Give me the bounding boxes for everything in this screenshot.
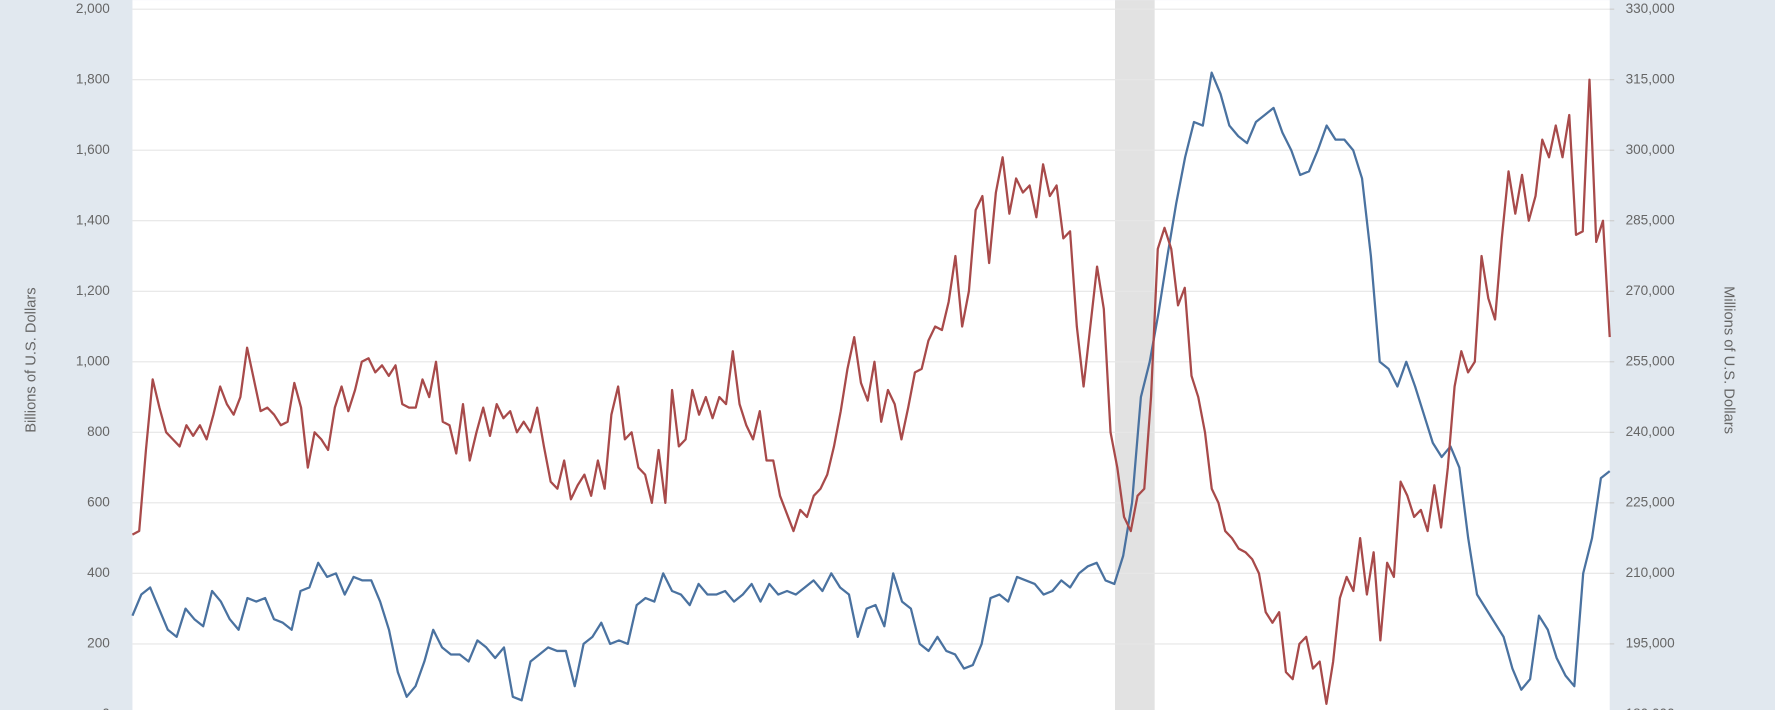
y2-tick-label: 225,000 bbox=[1626, 494, 1676, 509]
y2-axis-title: Millions of U.S. Dollars bbox=[1721, 286, 1737, 434]
y-tick-label: 200 bbox=[87, 635, 110, 650]
y2-tick-label: 285,000 bbox=[1626, 212, 1676, 227]
y-tick-label: 800 bbox=[87, 424, 110, 439]
y-tick-label: 1,600 bbox=[76, 142, 110, 157]
y2-tick-label: 300,000 bbox=[1626, 142, 1676, 157]
data-line bbox=[131, 78, 1611, 705]
recession-shading bbox=[1115, 0, 1155, 710]
y2-tick-label: 270,000 bbox=[1626, 283, 1676, 298]
y2-tick-label: 240,000 bbox=[1626, 424, 1676, 439]
y2-tick-label: 330,000 bbox=[1626, 1, 1676, 16]
y2-tick-label: 195,000 bbox=[1626, 635, 1676, 650]
y-tick-label: 1,200 bbox=[76, 283, 110, 298]
y2-tick-label: 180,000 bbox=[1626, 706, 1676, 710]
y-tick-label: 0 bbox=[102, 706, 110, 710]
plot-area bbox=[132, 0, 1610, 710]
y2-tick-label: 210,000 bbox=[1626, 565, 1676, 580]
y-tick-label: 1,800 bbox=[76, 71, 110, 86]
y-axis-title: Billions of U.S. Dollars bbox=[24, 287, 40, 432]
y-tick-label: 1,400 bbox=[76, 212, 110, 227]
y-tick-label: 600 bbox=[87, 494, 110, 509]
y2-tick-label: 315,000 bbox=[1626, 71, 1676, 86]
data-line bbox=[131, 71, 1611, 702]
y2-tick-label: 255,000 bbox=[1626, 353, 1676, 368]
y-tick-label: 2,000 bbox=[76, 1, 110, 16]
y-tick-label: 400 bbox=[87, 565, 110, 580]
y-tick-label: 1,000 bbox=[76, 353, 110, 368]
